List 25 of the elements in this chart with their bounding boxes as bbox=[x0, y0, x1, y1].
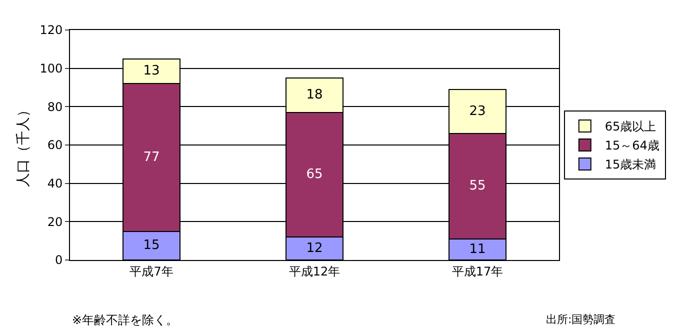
text: 出所:国勢調査 bbox=[546, 313, 616, 326]
data-label: 12 bbox=[306, 241, 323, 256]
data-label: 13 bbox=[143, 64, 160, 79]
y-tick-label: 80 bbox=[47, 100, 63, 114]
y-tick-label: 100 bbox=[40, 62, 63, 76]
data-label: 18 bbox=[306, 88, 323, 103]
data-label: 55 bbox=[469, 178, 486, 194]
legend-label: 15～64歳 bbox=[604, 138, 660, 153]
data-label: 11 bbox=[469, 242, 486, 257]
data-label: 65 bbox=[306, 167, 323, 182]
x-tick-label: 平成7年 bbox=[130, 264, 174, 278]
y-tick-label: 40 bbox=[47, 176, 63, 191]
y-axis-title: 人口（千人） bbox=[15, 103, 32, 187]
x-tick-label: 平成12年 bbox=[288, 264, 340, 278]
text: ※年齢不詳を除く。 bbox=[72, 313, 178, 326]
y-tick-label: 120 bbox=[40, 23, 63, 38]
data-label: 77 bbox=[143, 150, 160, 165]
legend-label: 15歳未満 bbox=[604, 158, 656, 172]
data-label: 23 bbox=[469, 104, 486, 119]
y-tick-label: 0 bbox=[54, 253, 63, 268]
x-tick-label: 平成17年 bbox=[452, 264, 504, 278]
y-tick-label: 20 bbox=[47, 214, 63, 229]
legend-label: 65歳以上 bbox=[604, 120, 656, 134]
y-tick-label: 60 bbox=[47, 138, 63, 152]
data-label: 15 bbox=[143, 238, 160, 254]
